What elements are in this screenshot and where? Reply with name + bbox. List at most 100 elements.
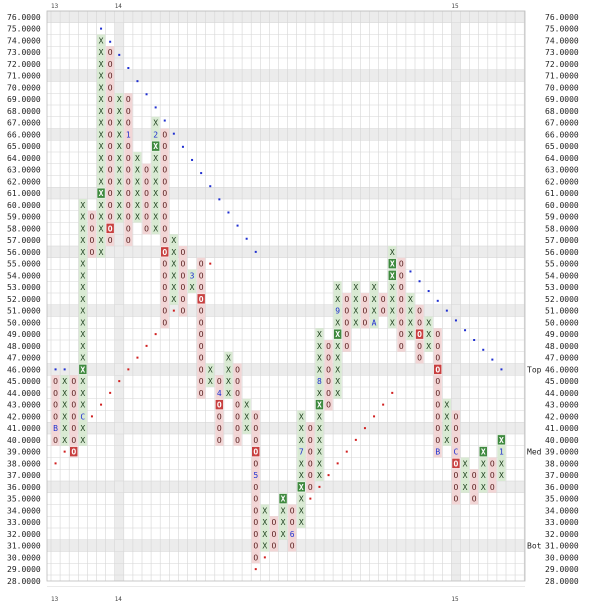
o-mark: O (71, 436, 76, 445)
x-mark: X (299, 495, 304, 504)
price-label-left: 48.0000 (7, 342, 41, 351)
o-column-band (51, 375, 60, 446)
x-mark: X (335, 283, 340, 292)
x-mark: X (262, 530, 267, 539)
x-mark: X (226, 365, 231, 374)
price-label-left: 59.0000 (7, 213, 41, 222)
pnf-columns: OBOOOOXXXXXXOOOOOOOXXCXXXXXXXXXXXXXXXXXX… (51, 34, 506, 564)
o-mark: O (326, 401, 331, 410)
x-mark: X (335, 295, 340, 304)
period-label-bottom: 14 (115, 596, 123, 603)
trend-dot (90, 415, 93, 418)
o-mark: O (162, 307, 167, 316)
price-band (47, 422, 525, 434)
price-label-right: 43.0000 (545, 401, 579, 410)
o-mark: O (108, 119, 113, 128)
o-column-band (324, 340, 333, 411)
o-mark: O (162, 142, 167, 151)
x-mark: X (99, 83, 104, 92)
month-mark: 1 (499, 448, 504, 457)
o-mark: O (326, 377, 331, 386)
price-band (47, 187, 525, 199)
x-mark: X (135, 213, 140, 222)
o-mark: O (181, 248, 186, 257)
o-mark: O (108, 189, 113, 198)
x-mark: X (99, 48, 104, 57)
o-column-band (360, 293, 369, 329)
o-mark: O (435, 401, 440, 410)
highlight-box (105, 223, 115, 234)
x-mark: X (62, 401, 67, 410)
price-label-right: 72.0000 (545, 60, 579, 69)
o-mark: O (162, 236, 167, 245)
trend-dot (373, 415, 376, 418)
x-mark: X (80, 271, 85, 280)
o-mark: O (217, 412, 222, 421)
x-mark: X (426, 330, 431, 339)
highlight-box (160, 246, 169, 258)
x-mark: X (117, 201, 122, 210)
x-mark: X (281, 530, 286, 539)
price-label-left: 67.0000 (7, 119, 41, 128)
o-mark: O (399, 342, 404, 351)
o-mark: O (126, 142, 131, 151)
o-mark: O (381, 295, 386, 304)
x-mark: X (317, 330, 322, 339)
o-mark: O (144, 201, 149, 210)
o-mark: O (253, 495, 258, 504)
price-label-left: 52.0000 (7, 295, 41, 304)
x-mark: X (99, 72, 104, 81)
trend-dot (309, 497, 312, 500)
price-label-left: 29.0000 (7, 565, 41, 574)
x-mark: X (80, 401, 85, 410)
trend-dot (254, 250, 257, 253)
month-mark: C (454, 448, 459, 457)
price-band (47, 481, 525, 493)
o-mark: O (71, 401, 76, 410)
o-column-band (470, 469, 479, 505)
trend-dot (336, 462, 339, 465)
x-mark: X (444, 401, 449, 410)
x-mark: X (317, 365, 322, 374)
x-mark: X (226, 377, 231, 386)
price-axis-left: 76.0000 75.0000 74.0000 73.0000 72.0000 71.00… (7, 13, 41, 586)
price-label-left: 45.0000 (7, 377, 41, 386)
x-mark: X (317, 459, 322, 468)
o-mark: O (199, 365, 204, 374)
trend-dot (445, 309, 448, 312)
o-mark: O (108, 224, 113, 233)
period-label-top: 15 (451, 3, 459, 10)
price-label-right: 51.0000 (545, 307, 579, 316)
x-mark: X (372, 283, 377, 292)
x-column-band (60, 375, 69, 446)
trend-dot (354, 438, 357, 441)
x-column-band (169, 234, 178, 305)
period-label-top: 13 (51, 3, 59, 10)
x-mark: X (80, 248, 85, 257)
o-mark: O (144, 177, 149, 186)
trend-dot (218, 198, 221, 201)
price-label-right: 73.0000 (545, 48, 579, 57)
o-mark: O (53, 412, 58, 421)
x-mark: X (62, 389, 67, 398)
x-mark: X (153, 154, 158, 163)
x-mark: X (335, 377, 340, 386)
x-mark: X (244, 401, 249, 410)
month-mark: 8 (317, 377, 322, 386)
month-mark: 6 (290, 530, 295, 539)
x-mark: X (99, 166, 104, 175)
x-mark: X (299, 436, 304, 445)
plot-frame (46, 10, 526, 582)
x-mark: X (390, 260, 395, 269)
o-mark: O (199, 271, 204, 280)
trend-dot (236, 224, 239, 227)
price-label-left: 43.0000 (7, 401, 41, 410)
o-mark: O (417, 342, 422, 351)
x-mark: X (80, 260, 85, 269)
o-mark: O (53, 401, 58, 410)
month-mark: 4 (217, 389, 222, 398)
x-mark: X (299, 518, 304, 527)
price-label-right: 48.0000 (545, 342, 579, 351)
trend-dot (209, 185, 212, 188)
x-mark: X (80, 342, 85, 351)
